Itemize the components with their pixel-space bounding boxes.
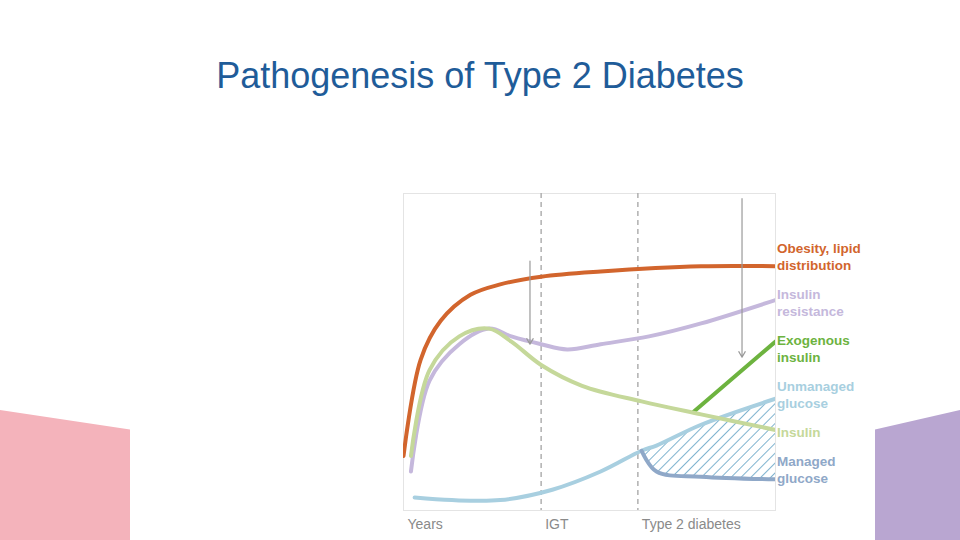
html-text:Managed glucose: Managed glucose — [777, 454, 836, 486]
svg-text:Type 2 diabetes: Type 2 diabetes — [642, 516, 741, 532]
html-text:Obesity, lipid distribution: Obesity, lipid distribution — [777, 241, 861, 273]
svg-text:Years: Years — [408, 516, 443, 532]
html-text:Pathogenesis of Type 2 Diabete: Pathogenesis of Type 2 Diabetes — [216, 55, 744, 96]
html-text:Insulin: Insulin — [777, 425, 821, 440]
svg-text:IGT: IGT — [545, 516, 569, 532]
html-text:Unmanaged glucose: Unmanaged glucose — [777, 379, 855, 411]
html-text:Insulin resistance: Insulin resistance — [777, 287, 844, 319]
html-text:Exogenous insulin: Exogenous insulin — [777, 333, 850, 365]
